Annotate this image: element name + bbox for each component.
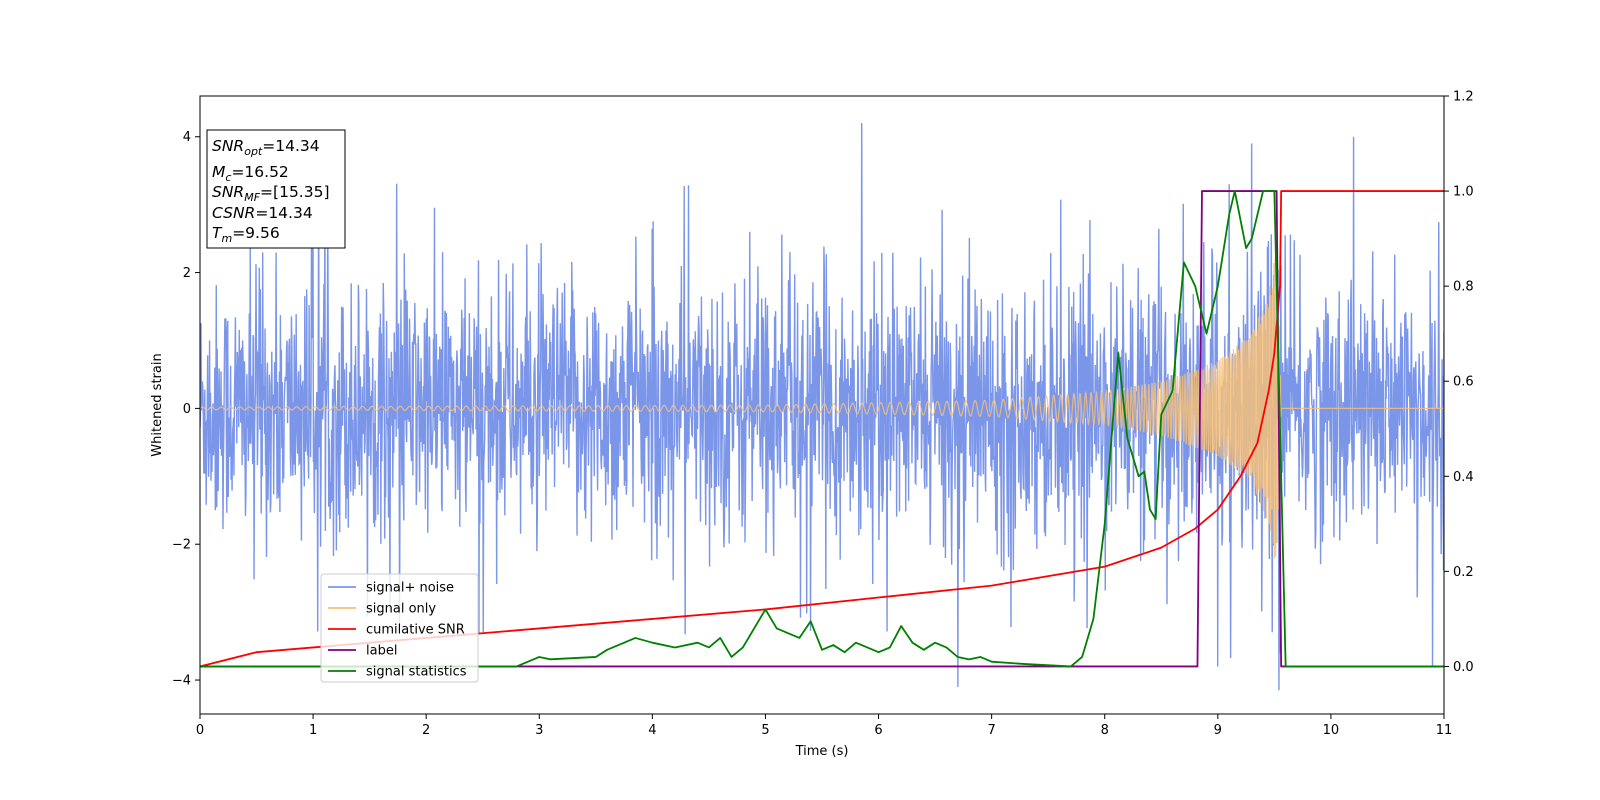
- stats-line-value: =9.56: [232, 224, 280, 242]
- stats-line-symbol: SNR: [212, 183, 244, 201]
- y2-tick-label: 1.0: [1453, 185, 1474, 200]
- x-tick-label: 3: [535, 723, 543, 738]
- stats-line-symbol: M: [212, 163, 225, 181]
- y2-tick-label: 1.2: [1453, 90, 1474, 105]
- stats-line: SNRMF=[15.35]: [212, 183, 330, 204]
- stats-line: Tm=9.56: [212, 224, 280, 245]
- stats-line-subscript: c: [225, 171, 231, 184]
- stats-line-value: =16.52: [231, 163, 288, 181]
- stats-line-value: =14.34: [255, 204, 312, 222]
- stats-line-symbol: CSNR: [212, 204, 255, 222]
- axes-frame: [199, 95, 1445, 715]
- y-axis-right: 1.2 1.0 0.8 0.6 0.4 0.2 0.0: [1444, 90, 1474, 675]
- legend: signal+ noise signal only cumilative SNR la…: [320, 573, 479, 683]
- y2-tick-label: 0.6: [1453, 375, 1474, 390]
- legend-entry-label: signal statistics: [366, 665, 467, 680]
- y-axis-left: 4 2 0 −2 −4: [172, 130, 200, 689]
- y2-tick-label: 0.4: [1453, 470, 1474, 485]
- series-line-signal-statistics: [200, 190, 1444, 668]
- stats-line-symbol: T: [212, 224, 223, 242]
- stats-line: SNRopt=14.34: [212, 137, 320, 158]
- y2-tick-label: 0.2: [1453, 565, 1474, 580]
- stats-annotation-box: SNRopt=14.34Mc=16.52SNRMF=[15.35]CSNR=14…: [206, 129, 346, 249]
- y-tick-label: −2: [172, 538, 191, 553]
- y-tick-label: −4: [172, 674, 191, 689]
- stats-line-value: =[15.35]: [260, 183, 329, 201]
- x-tick-label: 6: [874, 723, 882, 738]
- y-tick-label: 0: [183, 402, 191, 417]
- y2-tick-label: 0.8: [1453, 280, 1474, 295]
- y2-tick-label: 0.0: [1453, 660, 1474, 675]
- stats-line: CSNR=14.34: [212, 204, 313, 222]
- x-axis-label: Time (s): [795, 744, 849, 759]
- stats-line-subscript: m: [221, 232, 232, 245]
- x-tick-label: 5: [761, 723, 769, 738]
- x-tick-label: 10: [1323, 723, 1340, 738]
- stats-line-symbol: SNR: [212, 137, 244, 155]
- stats-line-subscript: MF: [244, 191, 260, 204]
- x-tick-label: 1: [309, 723, 317, 738]
- legend-entry-label: cumilative SNR: [366, 623, 465, 638]
- legend-entry-label: signal+ noise: [366, 581, 454, 596]
- plot-area: [200, 123, 1444, 691]
- legend-entry-label: signal only: [366, 602, 436, 617]
- y-tick-label: 4: [183, 130, 191, 145]
- y-axis-label: Whitened strain: [150, 353, 165, 456]
- x-tick-label: 4: [648, 723, 656, 738]
- x-tick-label: 8: [1101, 723, 1109, 738]
- x-tick-label: 7: [987, 723, 995, 738]
- x-tick-label: 2: [422, 723, 430, 738]
- x-tick-label: 0: [196, 723, 204, 738]
- legend-entry-label: label: [366, 644, 397, 659]
- stats-line-subscript: opt: [244, 145, 263, 158]
- legend-frame: [320, 573, 479, 683]
- series-line-signal-only: [200, 257, 1444, 559]
- stats-line-value: =14.34: [262, 137, 319, 155]
- stats-line: Mc=16.52: [212, 163, 289, 184]
- y-tick-label: 2: [183, 266, 191, 281]
- x-axis: 0 1 2 3 4 5 6 7 8 9 10 11: [196, 714, 1452, 738]
- stats-box-frame: [206, 129, 346, 249]
- x-tick-label: 11: [1436, 723, 1453, 738]
- x-tick-label: 9: [1214, 723, 1222, 738]
